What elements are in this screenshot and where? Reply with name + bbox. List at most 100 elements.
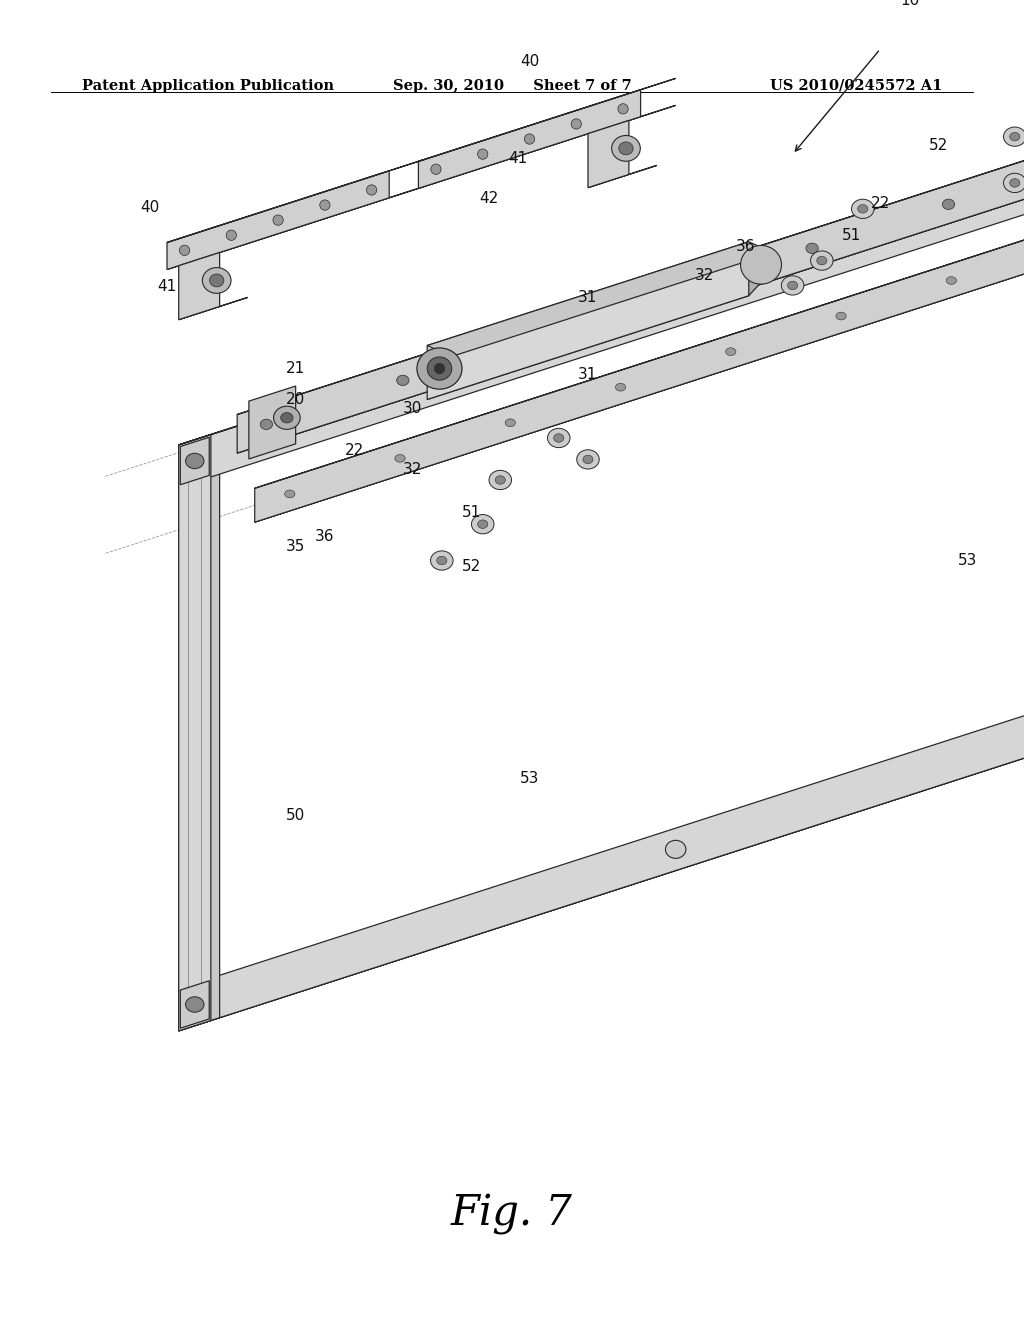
Text: 53: 53 xyxy=(520,771,540,787)
Ellipse shape xyxy=(489,470,512,490)
Ellipse shape xyxy=(417,348,462,389)
Ellipse shape xyxy=(811,251,834,271)
Ellipse shape xyxy=(577,450,599,469)
Ellipse shape xyxy=(367,185,377,195)
Polygon shape xyxy=(238,123,1024,414)
Text: 10: 10 xyxy=(900,0,920,8)
Ellipse shape xyxy=(726,347,736,355)
Polygon shape xyxy=(419,78,676,161)
Text: 20: 20 xyxy=(286,392,305,407)
Ellipse shape xyxy=(740,246,781,284)
Polygon shape xyxy=(588,165,657,187)
Polygon shape xyxy=(167,170,389,269)
Polygon shape xyxy=(179,252,219,319)
Text: 41: 41 xyxy=(508,150,527,166)
Text: 52: 52 xyxy=(929,139,948,153)
Polygon shape xyxy=(179,432,219,1031)
Ellipse shape xyxy=(203,268,231,293)
Ellipse shape xyxy=(395,454,406,462)
Ellipse shape xyxy=(806,243,818,253)
Text: 32: 32 xyxy=(695,268,715,282)
Ellipse shape xyxy=(505,418,515,426)
Ellipse shape xyxy=(281,413,293,422)
Text: 41: 41 xyxy=(158,280,176,294)
Ellipse shape xyxy=(210,275,224,286)
Ellipse shape xyxy=(787,281,798,289)
Ellipse shape xyxy=(1010,178,1020,187)
Ellipse shape xyxy=(273,215,284,226)
Text: 53: 53 xyxy=(958,553,978,568)
Text: 40: 40 xyxy=(140,201,159,215)
Polygon shape xyxy=(179,421,252,445)
Ellipse shape xyxy=(477,520,487,528)
Ellipse shape xyxy=(548,429,570,447)
Polygon shape xyxy=(179,111,1024,445)
Text: 21: 21 xyxy=(286,362,305,376)
Ellipse shape xyxy=(226,230,237,240)
Text: 31: 31 xyxy=(579,290,598,305)
Ellipse shape xyxy=(534,331,546,342)
Ellipse shape xyxy=(185,453,204,469)
Ellipse shape xyxy=(946,277,956,284)
Text: 42: 42 xyxy=(479,191,499,206)
Polygon shape xyxy=(238,161,1024,453)
Ellipse shape xyxy=(1010,132,1020,141)
Ellipse shape xyxy=(477,149,487,160)
Ellipse shape xyxy=(496,475,505,484)
Ellipse shape xyxy=(437,556,446,565)
Ellipse shape xyxy=(427,356,452,380)
Polygon shape xyxy=(179,697,1024,1031)
Ellipse shape xyxy=(858,205,868,213)
Ellipse shape xyxy=(852,199,874,219)
Ellipse shape xyxy=(554,434,564,442)
Polygon shape xyxy=(249,385,296,459)
Text: US 2010/0245572 A1: US 2010/0245572 A1 xyxy=(770,79,942,92)
Text: 31: 31 xyxy=(579,367,598,381)
Ellipse shape xyxy=(179,246,189,256)
Text: 51: 51 xyxy=(462,506,480,520)
Text: 40: 40 xyxy=(520,54,539,70)
Text: 22: 22 xyxy=(344,442,364,458)
Ellipse shape xyxy=(615,383,626,391)
Ellipse shape xyxy=(583,455,593,463)
Ellipse shape xyxy=(285,490,295,498)
Ellipse shape xyxy=(618,143,633,154)
Ellipse shape xyxy=(617,104,628,114)
Polygon shape xyxy=(419,90,641,189)
Text: 30: 30 xyxy=(402,400,422,416)
Ellipse shape xyxy=(836,313,846,319)
Ellipse shape xyxy=(1004,173,1024,193)
Text: 51: 51 xyxy=(842,228,861,243)
Ellipse shape xyxy=(260,420,272,429)
Ellipse shape xyxy=(319,199,330,210)
Ellipse shape xyxy=(1004,127,1024,147)
Polygon shape xyxy=(255,242,1024,523)
Polygon shape xyxy=(427,242,749,400)
Ellipse shape xyxy=(396,375,409,385)
Polygon shape xyxy=(255,209,1024,488)
Text: 36: 36 xyxy=(736,239,756,253)
Polygon shape xyxy=(179,124,1024,487)
Polygon shape xyxy=(180,437,209,484)
Polygon shape xyxy=(179,297,248,319)
Ellipse shape xyxy=(817,256,827,265)
Ellipse shape xyxy=(781,276,804,296)
Polygon shape xyxy=(180,981,209,1028)
Polygon shape xyxy=(588,120,629,187)
Text: Patent Application Publication: Patent Application Publication xyxy=(82,79,334,92)
Ellipse shape xyxy=(273,407,300,429)
Ellipse shape xyxy=(431,164,441,174)
Ellipse shape xyxy=(670,288,682,297)
Polygon shape xyxy=(427,269,773,400)
Polygon shape xyxy=(419,106,676,189)
Polygon shape xyxy=(167,160,424,243)
Text: 52: 52 xyxy=(462,558,480,574)
Ellipse shape xyxy=(524,133,535,144)
Polygon shape xyxy=(238,132,1024,453)
Text: 32: 32 xyxy=(402,462,422,478)
Ellipse shape xyxy=(185,997,204,1012)
Ellipse shape xyxy=(430,550,453,570)
Polygon shape xyxy=(179,434,211,1031)
Text: 36: 36 xyxy=(315,529,335,544)
Text: 22: 22 xyxy=(870,195,890,211)
